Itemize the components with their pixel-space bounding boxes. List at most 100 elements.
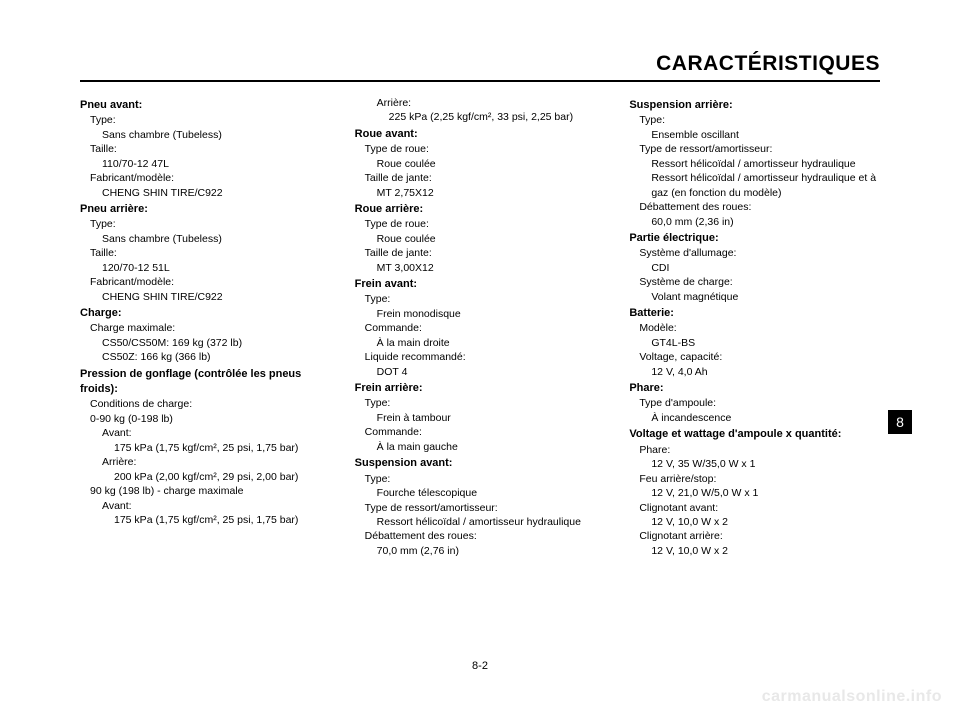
value: 12 V, 10,0 W x 2 — [629, 544, 880, 558]
watermark: carmanualsonline.info — [762, 688, 942, 706]
label: Type de ressort/amortisseur: — [629, 142, 880, 156]
value: Sans chambre (Tubeless) — [80, 232, 331, 246]
value: Ensemble oscillant — [629, 128, 880, 142]
label: 90 kg (198 lb) - charge maximale — [80, 484, 331, 498]
label: Débattement des roues: — [629, 200, 880, 214]
value: Fourche télescopique — [355, 486, 606, 500]
value: Roue coulée — [355, 157, 606, 171]
label: Commande: — [355, 425, 606, 439]
value: 175 kPa (1,75 kgf/cm², 25 psi, 1,75 bar) — [80, 513, 331, 527]
label: Type: — [629, 113, 880, 127]
value: Frein à tambour — [355, 411, 606, 425]
value: À incandescence — [629, 411, 880, 425]
label: Voltage, capacité: — [629, 350, 880, 364]
label: Modèle: — [629, 321, 880, 335]
label: Conditions de charge: — [80, 397, 331, 411]
value: DOT 4 — [355, 365, 606, 379]
label: Type: — [355, 396, 606, 410]
heading-voltage-wattage: Voltage et wattage d'ampoule x quantité: — [629, 427, 880, 442]
label: Type: — [355, 472, 606, 486]
heading-batterie: Batterie: — [629, 306, 880, 321]
columns: Pneu avant: Type: Sans chambre (Tubeless… — [80, 96, 880, 648]
value: Roue coulée — [355, 232, 606, 246]
section-tab: 8 — [888, 410, 912, 434]
label: Taille de jante: — [355, 246, 606, 260]
heading-pneu-arriere: Pneu arrière: — [80, 202, 331, 217]
header-rule — [80, 80, 880, 82]
heading-frein-arriere: Frein arrière: — [355, 381, 606, 396]
value: 120/70-12 51L — [80, 261, 331, 275]
label: Phare: — [629, 443, 880, 457]
label: Clignotant avant: — [629, 501, 880, 515]
value: 12 V, 21,0 W/5,0 W x 1 — [629, 486, 880, 500]
label: Taille: — [80, 142, 331, 156]
column-2: Arrière: 225 kPa (2,25 kgf/cm², 33 psi, … — [355, 96, 606, 648]
heading-suspension-avant: Suspension avant: — [355, 456, 606, 471]
value: CDI — [629, 261, 880, 275]
label-arriere: Arrière: — [80, 455, 331, 469]
heading-suspension-arriere: Suspension arrière: — [629, 98, 880, 113]
value: Volant magnétique — [629, 290, 880, 304]
value: GT4L-BS — [629, 336, 880, 350]
heading-roue-arriere: Roue arrière: — [355, 202, 606, 217]
value: À la main gauche — [355, 440, 606, 454]
label: Charge maximale: — [80, 321, 331, 335]
label-arriere: Arrière: — [355, 96, 606, 110]
label: Débattement des roues: — [355, 529, 606, 543]
page-header: CARACTÉRISTIQUES — [80, 52, 880, 76]
label: 0-90 kg (0-198 lb) — [80, 412, 331, 426]
heading-pneu-avant: Pneu avant: — [80, 98, 331, 113]
value: Ressort hélicoïdal / amortisseur hydraul… — [629, 157, 880, 171]
label: Clignotant arrière: — [629, 529, 880, 543]
value: MT 3,00X12 — [355, 261, 606, 275]
label: Type de ressort/amortisseur: — [355, 501, 606, 515]
value: 60,0 mm (2,36 in) — [629, 215, 880, 229]
value: 175 kPa (1,75 kgf/cm², 25 psi, 1,75 bar) — [80, 441, 331, 455]
label: Système d'allumage: — [629, 246, 880, 260]
value: 110/70-12 47L — [80, 157, 331, 171]
label: Feu arrière/stop: — [629, 472, 880, 486]
label-avant: Avant: — [80, 426, 331, 440]
label: Type d'ampoule: — [629, 396, 880, 410]
value: 200 kPa (2,00 kgf/cm², 29 psi, 2,00 bar) — [80, 470, 331, 484]
heading-charge: Charge: — [80, 306, 331, 321]
label: Type: — [80, 217, 331, 231]
value: Sans chambre (Tubeless) — [80, 128, 331, 142]
label: Taille: — [80, 246, 331, 260]
column-1: Pneu avant: Type: Sans chambre (Tubeless… — [80, 96, 331, 648]
column-3: Suspension arrière: Type: Ensemble oscil… — [629, 96, 880, 648]
heading-pression: Pression de gonflage (contrôlée les pneu… — [80, 367, 331, 397]
heading-roue-avant: Roue avant: — [355, 127, 606, 142]
value: Ressort hélicoïdal / amortisseur hydraul… — [355, 515, 606, 529]
page-number: 8-2 — [0, 660, 960, 672]
heading-partie-electrique: Partie électrique: — [629, 231, 880, 246]
value: CS50/CS50M: 169 kg (372 lb) — [80, 336, 331, 350]
value: CS50Z: 166 kg (366 lb) — [80, 350, 331, 364]
value: Ressort hélicoïdal / amortisseur hydraul… — [629, 171, 880, 200]
label: Fabricant/modèle: — [80, 275, 331, 289]
page: CARACTÉRISTIQUES Pneu avant: Type: Sans … — [0, 0, 960, 718]
value: 12 V, 35 W/35,0 W x 1 — [629, 457, 880, 471]
value: À la main droite — [355, 336, 606, 350]
label: Liquide recommandé: — [355, 350, 606, 364]
value: CHENG SHIN TIRE/C922 — [80, 290, 331, 304]
section-number: 8 — [896, 414, 904, 430]
label: Type: — [80, 113, 331, 127]
value: Frein monodisque — [355, 307, 606, 321]
value: 12 V, 4,0 Ah — [629, 365, 880, 379]
page-title: CARACTÉRISTIQUES — [656, 52, 880, 75]
label: Système de charge: — [629, 275, 880, 289]
value: 70,0 mm (2,76 in) — [355, 544, 606, 558]
label: Fabricant/modèle: — [80, 171, 331, 185]
label: Taille de jante: — [355, 171, 606, 185]
heading-frein-avant: Frein avant: — [355, 277, 606, 292]
value: 225 kPa (2,25 kgf/cm², 33 psi, 2,25 bar) — [355, 110, 606, 124]
label-avant: Avant: — [80, 499, 331, 513]
label: Commande: — [355, 321, 606, 335]
value: 12 V, 10,0 W x 2 — [629, 515, 880, 529]
label: Type de roue: — [355, 217, 606, 231]
value: MT 2,75X12 — [355, 186, 606, 200]
label: Type de roue: — [355, 142, 606, 156]
label: Type: — [355, 292, 606, 306]
heading-phare: Phare: — [629, 381, 880, 396]
